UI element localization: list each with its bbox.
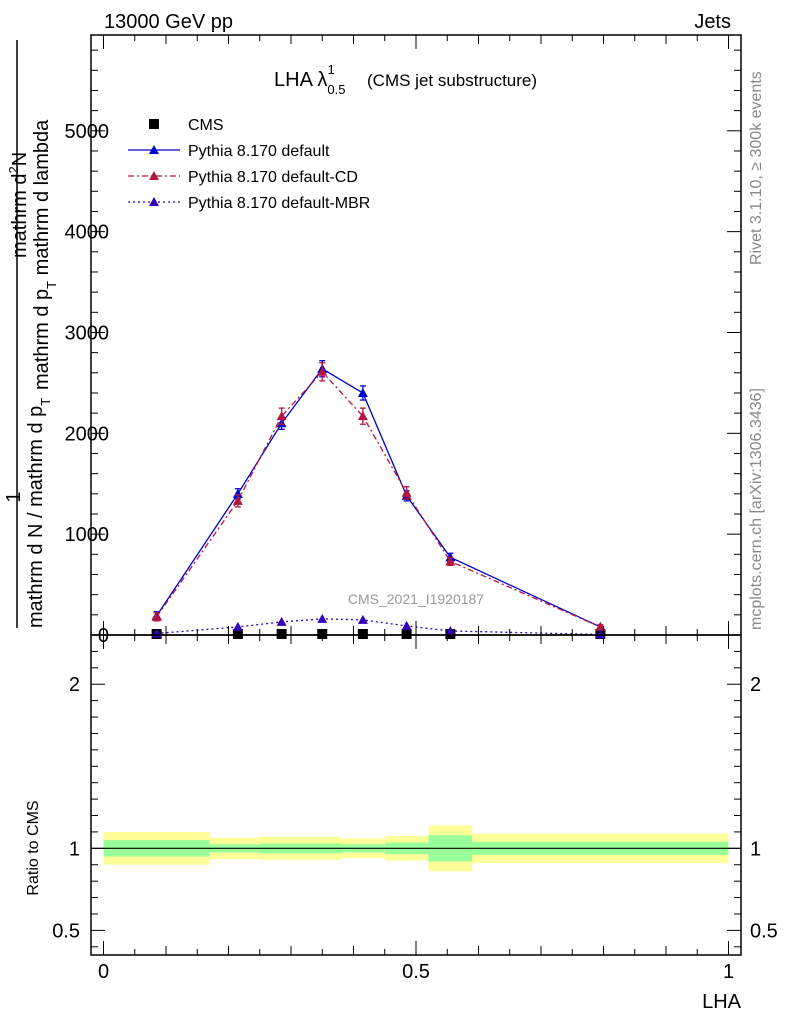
- main-title: LHA λ0.5 1: [274, 62, 345, 97]
- series-line: [156, 370, 601, 628]
- analysis-watermark: CMS_2021_I1920187: [348, 591, 484, 607]
- ylabel-one: 1: [3, 491, 25, 502]
- x-tick-label: 1: [723, 961, 734, 983]
- cms-data-point: [401, 629, 412, 639]
- ylabel-denominator-dpt-dlambda: mathrm d pT mathrm d lambda: [31, 119, 59, 390]
- data-point-marker: [151, 611, 162, 621]
- data-point-marker: [445, 625, 456, 635]
- legend-entry-label: Pythia 8.170 default-CD: [188, 169, 358, 186]
- main-y-tick-label: 4000: [65, 222, 110, 244]
- x-tick-label: 0: [98, 961, 109, 983]
- ratio-y-tick-label-right: 1: [750, 838, 761, 860]
- title-subscript: 0.5: [327, 82, 345, 97]
- data-point-marker: [276, 616, 287, 626]
- legend-entry-label: Pythia 8.170 default: [188, 143, 330, 160]
- main-y-tick-label: 1000: [65, 524, 110, 546]
- header-energy: 13000 GeV pp: [104, 11, 233, 33]
- data-point-marker: [357, 387, 368, 397]
- ratio-y-tick-label: 0.5: [52, 920, 80, 942]
- data-point-marker: [149, 145, 159, 154]
- main-y-tick-label: 2000: [65, 423, 110, 445]
- series-line: [156, 618, 601, 636]
- series-line: [156, 367, 601, 628]
- ylabel-numerator-d2n: mathrm d2N: [6, 152, 31, 258]
- ratio-y-tick-label-right: 2: [750, 674, 761, 696]
- cms-data-point: [357, 629, 368, 639]
- data-point-marker: [445, 556, 456, 566]
- data-point-marker: [232, 621, 243, 631]
- data-point-marker: [595, 621, 606, 631]
- ratio-y-tick-label: 2: [69, 674, 80, 696]
- ratio-y-axis-label: Ratio to CMS: [25, 800, 42, 895]
- data-point-marker: [317, 366, 328, 376]
- mcplots-label: mcplots.cern.ch [arXiv:1306.3436]: [748, 388, 765, 630]
- ratio-y-tick-label: 1: [69, 838, 80, 860]
- cms-data-point: [232, 629, 243, 639]
- ylabel-dn-dpt: mathrm d N / mathrm d pT: [25, 398, 53, 628]
- title-main: LHA λ: [274, 69, 327, 91]
- main-y-tick-label: 3000: [65, 322, 110, 344]
- data-point-marker: [357, 614, 368, 624]
- ratio-plot-panel: 0.5 0.5 1 1 2 2 0 0.5 1 Ratio to CMS LHA: [25, 634, 778, 1013]
- data-point-marker: [276, 411, 287, 421]
- legend-entry-label: Pythia 8.170 default-MBR: [188, 195, 370, 212]
- main-y-axis-label: mathrm d2N mathrm d pT mathrm d lambda 1…: [3, 40, 59, 628]
- data-point-marker: [149, 171, 159, 180]
- title-superscript: 1: [327, 62, 334, 77]
- x-axis-label: LHA: [702, 991, 742, 1013]
- data-point-marker: [595, 629, 606, 639]
- main-y-tick-label: 5000: [65, 121, 110, 143]
- ratio-plot-frame: [90, 634, 742, 956]
- data-point-marker: [401, 487, 412, 497]
- cms-data-point: [276, 629, 287, 639]
- data-point-marker: [401, 620, 412, 630]
- legend-marker-cms: [149, 119, 159, 129]
- data-point-marker: [232, 488, 243, 498]
- data-point-marker: [317, 613, 328, 623]
- ratio-y-tick-label-right: 0.5: [750, 920, 778, 942]
- data-point-marker: [357, 411, 368, 421]
- title-suffix: (CMS jet substructure): [367, 71, 537, 90]
- x-tick-label: 0.5: [402, 961, 430, 983]
- header-process: Jets: [694, 11, 731, 33]
- data-point-marker: [232, 495, 243, 505]
- data-point-marker: [149, 197, 159, 206]
- legend: CMS Pythia 8.170 default Pythia 8.170 defa…: [128, 117, 370, 212]
- legend-entry-label: CMS: [188, 117, 224, 134]
- rivet-label: Rivet 3.1.10, ≥ 300k events: [748, 71, 765, 265]
